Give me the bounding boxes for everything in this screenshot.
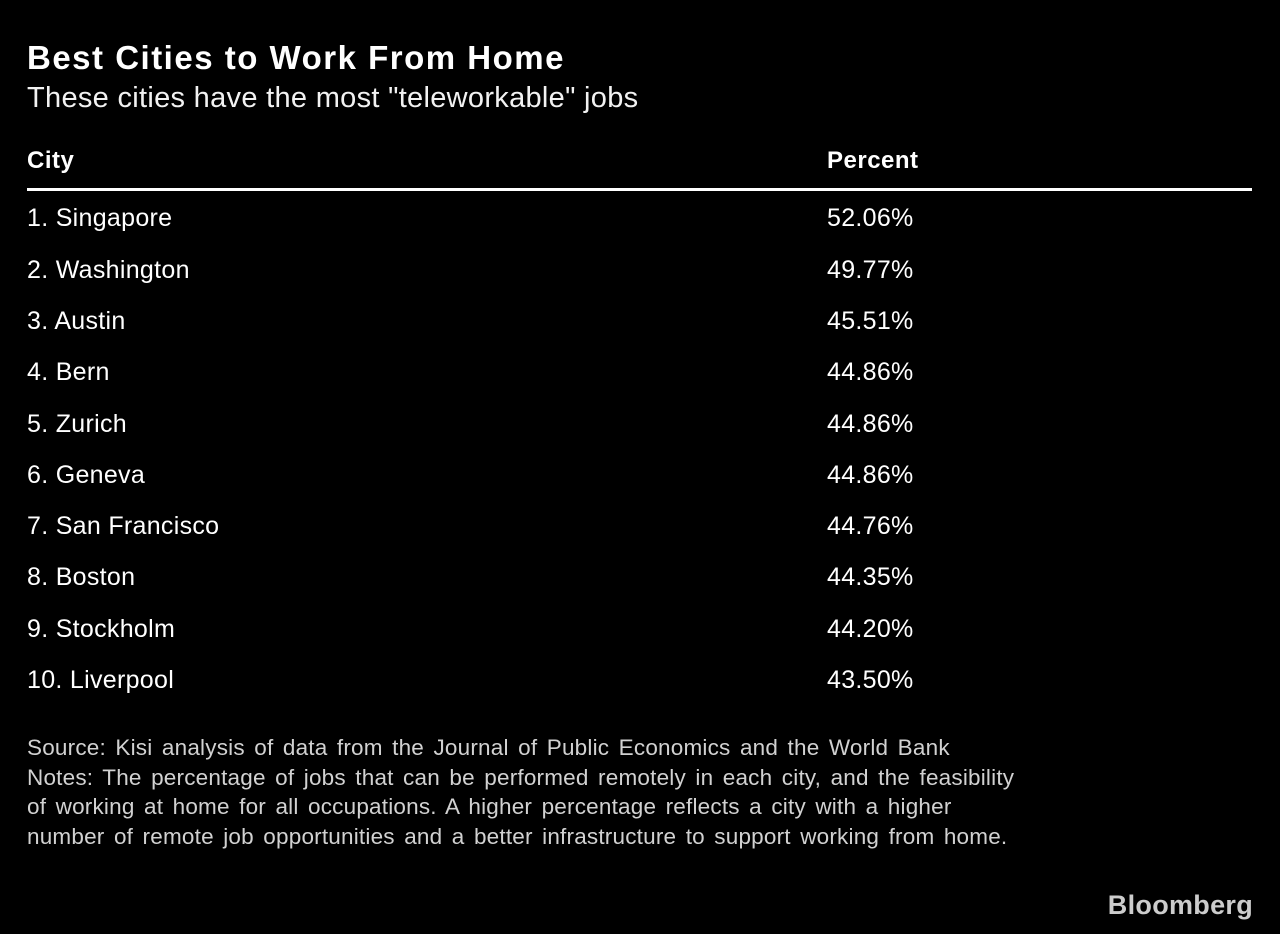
percent-cell: 44.86% [827, 460, 914, 489]
city-cell: 9. Stockholm [27, 614, 176, 643]
table-row: 2. Washington 49.77% [27, 244, 1252, 295]
table-row: 8. Boston 44.35% [27, 552, 1252, 603]
notes-text: Notes: The percentage of jobs that can b… [27, 764, 1015, 849]
city-cell: 7. San Francisco [27, 512, 220, 541]
percent-cell: 44.20% [827, 614, 914, 643]
table-row: 9. Stockholm 44.20% [27, 604, 1252, 655]
table-header: City Percent [27, 147, 1252, 192]
table-row: 5. Zurich 44.86% [27, 398, 1252, 449]
table-row: 3. Austin 45.51% [27, 296, 1252, 347]
percent-cell: 44.76% [827, 512, 914, 541]
bloomberg-logo: Bloomberg [1107, 890, 1253, 920]
percent-cell: 44.86% [827, 409, 914, 438]
city-cell: 10. Liverpool [27, 666, 175, 694]
percent-cell: 45.51% [827, 306, 914, 335]
city-cell: 2. Washington [27, 255, 190, 284]
column-header-city: City [27, 147, 75, 175]
city-cell: 6. Geneva [27, 460, 146, 489]
percent-cell: 44.86% [827, 358, 914, 387]
footnote: Source: Kisi analysis of data from the J… [27, 733, 1032, 851]
chart-subtitle: These cities have the most "teleworkable… [27, 82, 639, 115]
source-text: Source: Kisi analysis of data from the J… [27, 735, 950, 761]
city-cell: 8. Boston [27, 563, 136, 592]
city-cell: 5. Zurich [27, 409, 127, 438]
percent-cell: 49.77% [827, 255, 914, 284]
table-row: 6. Geneva 44.86% [27, 450, 1252, 501]
city-cell: 3. Austin [27, 306, 126, 335]
city-cell: 1. Singapore [27, 204, 173, 233]
percent-cell: 43.50% [827, 666, 914, 694]
percent-cell: 52.06% [827, 204, 914, 233]
city-cell: 4. Bern [27, 358, 110, 387]
table-row: 1. Singapore 52.06% [27, 193, 1252, 244]
table-row: 4. Bern 44.86% [27, 347, 1252, 398]
table-row: 10. Liverpool 43.50% [27, 655, 1252, 706]
table-row: 7. San Francisco 44.76% [27, 501, 1252, 552]
table-body: 1. Singapore 52.06% 2. Washington 49.77%… [27, 191, 1252, 706]
chart-title: Best Cities to Work From Home [27, 39, 565, 76]
column-header-percent: Percent [827, 147, 919, 175]
percent-cell: 44.35% [827, 563, 914, 592]
